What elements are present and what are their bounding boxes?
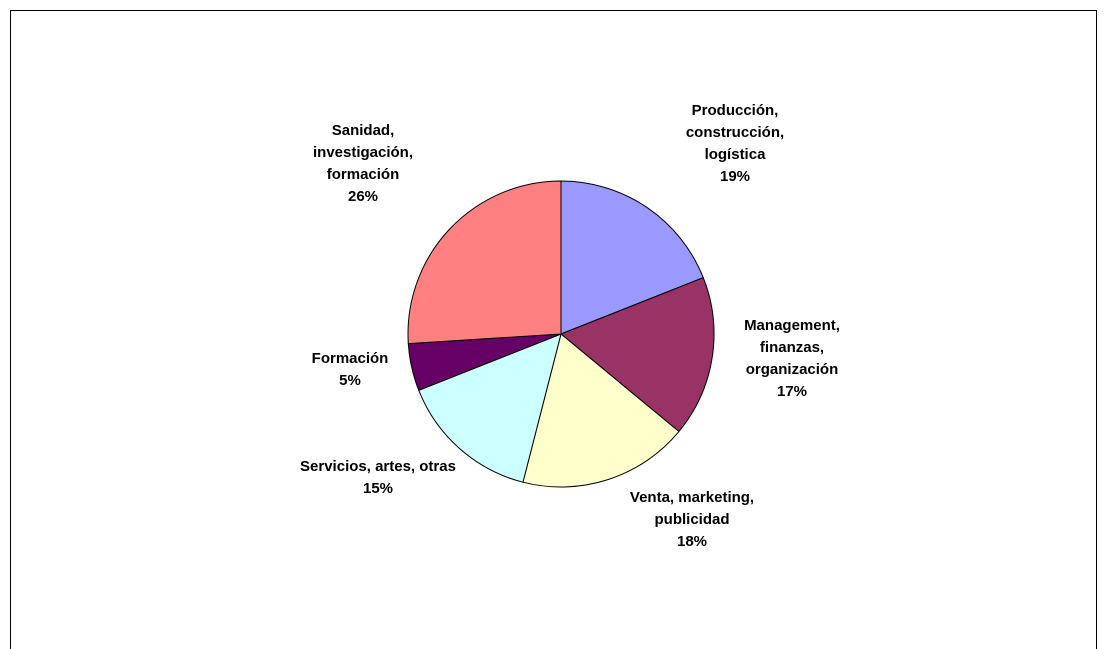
slice-label: Producción, construcción, logística 19%	[675, 100, 795, 188]
value-label: 26%	[347, 188, 379, 205]
category-label: Venta, marketing, publicidad	[629, 489, 755, 528]
slice-label: Venta, marketing, publicidad 18%	[607, 487, 777, 553]
category-label: Management, finanzas, organización	[744, 317, 840, 378]
category-label: Formación	[311, 350, 389, 367]
chart-frame	[10, 10, 1097, 649]
pie-slice	[522, 333, 680, 488]
value-label: 18%	[676, 533, 708, 550]
category-label: Servicios, artes, otras	[300, 458, 456, 475]
value-label: 19%	[719, 168, 751, 185]
pie-slice	[560, 277, 715, 433]
slice-label: Formación 5%	[290, 348, 410, 392]
pie-slice	[418, 333, 562, 483]
slice-label: Management, finanzas, organización 17%	[722, 315, 862, 403]
value-label: 5%	[339, 372, 361, 389]
pie-slice	[407, 180, 562, 345]
slice-label: Sanidad, investigación, formación 26%	[298, 120, 428, 208]
pie-slice	[560, 180, 704, 335]
value-label: 17%	[776, 383, 808, 400]
category-label: Producción, construcción, logística	[685, 102, 785, 163]
value-label: 15%	[362, 480, 394, 497]
category-label: Sanidad, investigación, formación	[312, 122, 414, 183]
slice-label: Servicios, artes, otras 15%	[293, 456, 463, 500]
